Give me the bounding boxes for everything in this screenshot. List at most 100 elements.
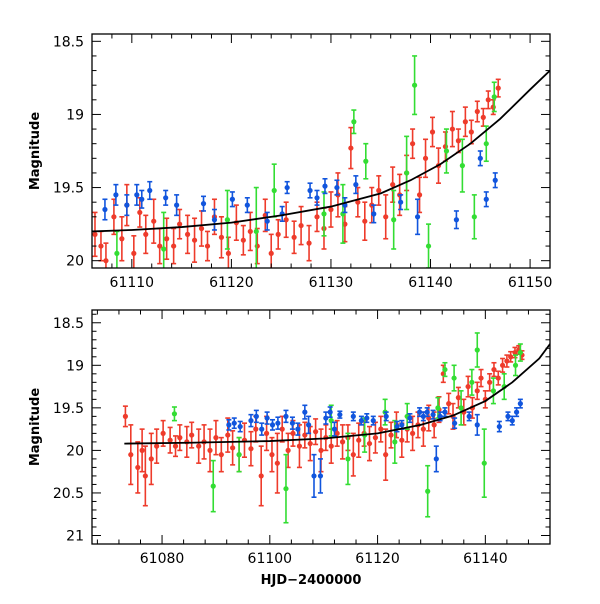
y-tick-label: 18.5	[53, 316, 84, 332]
data-point-green	[442, 361, 448, 378]
data-point-red	[465, 375, 471, 398]
data-point-blue	[424, 407, 430, 418]
data-point-red	[376, 175, 382, 206]
point-marker	[465, 383, 471, 390]
data-point-blue	[474, 413, 480, 436]
point-marker	[198, 225, 205, 232]
data-point-red	[164, 217, 170, 261]
point-marker	[458, 405, 464, 411]
data-point-blue	[483, 191, 489, 208]
point-marker	[451, 375, 457, 381]
point-marker	[157, 243, 163, 249]
point-marker	[480, 114, 486, 120]
point-marker	[218, 452, 224, 458]
data-point-blue	[466, 411, 472, 422]
data-point-red	[128, 424, 134, 486]
point-marker	[290, 430, 296, 436]
point-marker	[430, 412, 436, 418]
point-marker	[485, 97, 491, 103]
data-point-red	[275, 218, 281, 250]
point-marker	[420, 426, 426, 432]
data-point-blue	[302, 404, 308, 420]
point-marker	[495, 85, 501, 91]
data-point-red	[410, 415, 416, 452]
point-marker	[491, 366, 497, 373]
point-marker	[512, 362, 519, 368]
data-point-green	[425, 223, 432, 268]
point-marker	[491, 94, 497, 100]
point-marker	[462, 119, 468, 125]
point-marker	[483, 141, 489, 147]
point-marker	[466, 413, 472, 419]
data-point-blue	[517, 398, 523, 409]
point-marker	[259, 426, 265, 432]
point-marker	[295, 426, 301, 432]
data-point-blue	[231, 417, 237, 430]
point-marker	[172, 443, 179, 449]
data-point-red	[204, 230, 211, 262]
point-marker	[358, 418, 365, 424]
data-point-red	[378, 415, 384, 443]
data-point-blue	[134, 183, 140, 206]
point-marker	[383, 214, 389, 220]
data-point-red	[143, 214, 149, 255]
point-marker	[414, 214, 421, 220]
point-marker	[160, 430, 166, 436]
point-marker	[425, 488, 431, 494]
point-marker	[339, 439, 346, 445]
data-point-blue	[370, 415, 376, 426]
point-marker	[163, 195, 169, 201]
series-red	[122, 344, 525, 507]
point-marker	[517, 401, 523, 407]
data-point-blue	[331, 421, 338, 437]
point-marker	[355, 199, 361, 205]
data-point-green	[236, 436, 242, 473]
data-point-blue	[248, 413, 254, 428]
data-point-red	[383, 428, 389, 481]
point-marker	[271, 187, 277, 194]
point-marker	[177, 435, 183, 441]
point-marker	[237, 423, 243, 430]
point-marker	[218, 234, 225, 240]
point-marker	[102, 206, 108, 213]
point-marker	[394, 423, 400, 430]
data-point-blue	[307, 182, 313, 199]
point-marker	[147, 187, 153, 194]
data-point-red	[480, 107, 486, 127]
data-point-red	[291, 220, 297, 255]
point-marker	[351, 119, 357, 125]
data-point-red	[131, 235, 137, 268]
data-point-blue	[306, 415, 312, 435]
point-marker	[490, 104, 496, 110]
data-point-blue	[124, 194, 130, 217]
data-point-red	[269, 436, 275, 473]
data-point-red	[258, 445, 264, 507]
data-point-blue	[323, 411, 329, 425]
point-marker	[376, 187, 382, 194]
y-tick-label: 19.5	[53, 181, 84, 197]
data-point-red	[241, 422, 248, 459]
data-point-red	[356, 422, 362, 459]
point-marker	[353, 182, 359, 188]
point-marker	[264, 415, 270, 421]
data-point-green	[224, 189, 231, 250]
point-marker	[471, 214, 477, 220]
series-blue	[226, 398, 523, 499]
data-point-green	[435, 396, 441, 419]
data-point-red	[388, 421, 394, 449]
data-point-red	[207, 428, 213, 473]
data-point-blue	[139, 189, 145, 209]
data-point-red	[383, 194, 389, 240]
data-point-red	[171, 227, 177, 265]
point-marker	[478, 375, 484, 381]
point-marker	[366, 440, 373, 447]
data-point-red	[240, 224, 246, 256]
point-marker	[248, 418, 254, 424]
point-marker	[111, 214, 117, 220]
point-marker	[318, 447, 324, 453]
data-point-red	[213, 419, 219, 456]
data-point-red	[495, 370, 501, 386]
point-marker	[370, 418, 376, 424]
data-point-red	[122, 405, 129, 428]
point-marker	[356, 437, 362, 443]
